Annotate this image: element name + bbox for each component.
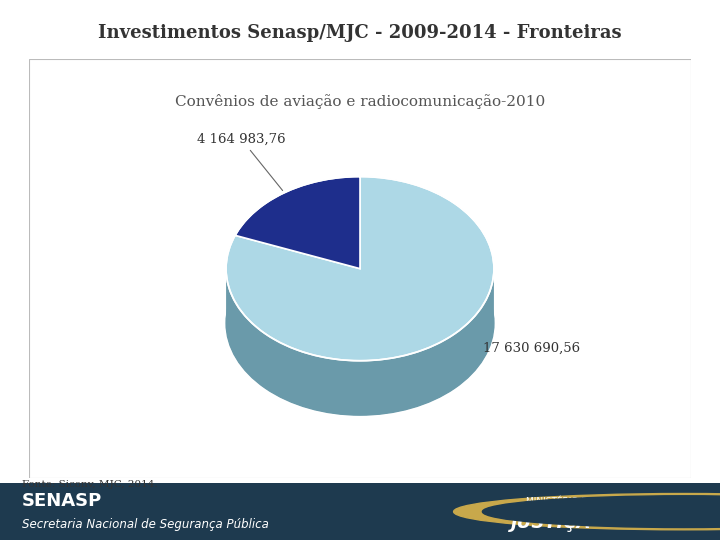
Text: JUSTIÇA: JUSTIÇA [511,514,592,532]
FancyBboxPatch shape [29,59,691,478]
Text: 4 164 983,76: 4 164 983,76 [197,132,285,191]
Text: 17 630 690,56: 17 630 690,56 [483,342,580,355]
Ellipse shape [226,231,494,415]
Text: Convênios de aviação e radiocomunicação-2010: Convênios de aviação e radiocomunicação-… [175,94,545,109]
Circle shape [454,494,720,530]
Circle shape [482,496,720,528]
FancyBboxPatch shape [0,483,720,540]
Polygon shape [235,177,360,268]
Text: MINISTÉRIO DA: MINISTÉRIO DA [526,497,594,506]
Text: Investimentos Senasp/MJC - 2009-2014 - Fronteiras: Investimentos Senasp/MJC - 2009-2014 - F… [98,24,622,42]
Text: Secretaria Nacional de Segurança Pública: Secretaria Nacional de Segurança Pública [22,518,269,531]
Text: Fonte: Siconv, MJC, 2014.: Fonte: Siconv, MJC, 2014. [22,480,157,489]
Polygon shape [226,177,494,361]
Text: SENASP: SENASP [22,492,102,510]
Polygon shape [226,269,494,415]
